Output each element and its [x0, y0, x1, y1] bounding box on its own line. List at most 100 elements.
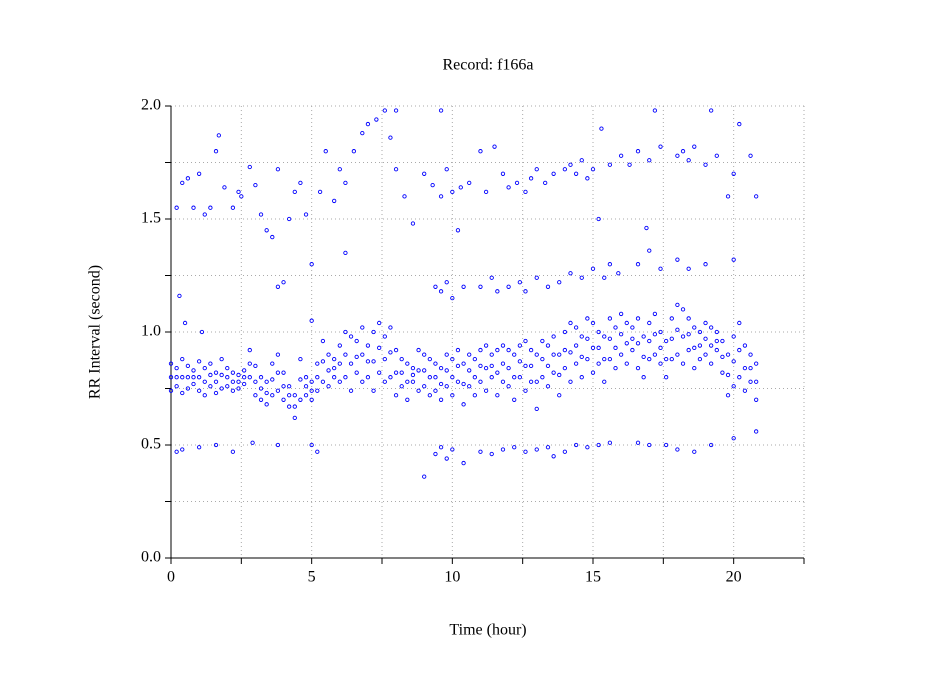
point — [703, 336, 708, 341]
point — [438, 289, 444, 294]
point — [168, 375, 174, 380]
point — [180, 356, 185, 362]
point — [303, 212, 309, 217]
point — [326, 384, 331, 389]
point — [177, 293, 182, 298]
point — [627, 162, 632, 167]
point — [236, 386, 241, 391]
point — [202, 212, 207, 217]
point — [590, 370, 596, 375]
x-tick-label: 5 — [308, 569, 316, 586]
point — [360, 379, 365, 384]
point — [630, 347, 635, 353]
point — [585, 445, 590, 450]
point — [731, 334, 736, 339]
point — [374, 117, 379, 122]
point — [455, 363, 461, 369]
point — [540, 338, 545, 344]
point — [275, 352, 281, 357]
point — [545, 445, 551, 450]
point — [596, 329, 601, 335]
point — [500, 171, 506, 176]
y-tick-label: 1.0 — [141, 323, 161, 340]
point — [528, 379, 534, 384]
point — [540, 375, 545, 380]
point — [517, 343, 523, 348]
point — [675, 153, 680, 158]
point — [351, 149, 357, 154]
point — [500, 361, 506, 366]
point — [309, 442, 314, 448]
point — [709, 108, 714, 113]
point — [275, 284, 281, 289]
point — [337, 343, 342, 348]
point — [748, 366, 753, 371]
point — [500, 343, 506, 348]
point — [725, 194, 731, 199]
point — [320, 379, 326, 384]
point — [635, 440, 641, 445]
point — [438, 194, 444, 199]
point — [461, 381, 466, 387]
point — [287, 384, 292, 389]
point — [618, 153, 624, 158]
point — [410, 372, 416, 378]
point — [174, 205, 179, 210]
point — [663, 338, 669, 344]
point — [742, 366, 748, 371]
point — [534, 406, 539, 411]
point — [647, 248, 652, 253]
point — [180, 447, 185, 452]
point — [219, 386, 224, 391]
point — [602, 356, 607, 362]
point — [669, 336, 674, 341]
point — [647, 356, 652, 362]
point — [472, 356, 477, 362]
point — [410, 366, 416, 371]
point — [647, 158, 652, 163]
point — [191, 205, 196, 210]
point — [489, 275, 494, 280]
point — [438, 445, 444, 450]
point — [393, 393, 399, 398]
point — [388, 375, 393, 380]
point — [585, 356, 590, 362]
point — [275, 370, 281, 375]
point — [669, 356, 674, 362]
point — [534, 352, 539, 357]
point — [703, 262, 708, 267]
point — [388, 325, 393, 330]
point — [433, 284, 438, 289]
point — [680, 307, 686, 312]
point — [692, 366, 697, 371]
chart-title: Record: f166a — [442, 57, 533, 74]
point — [298, 377, 303, 382]
point — [185, 386, 191, 391]
point — [168, 361, 174, 366]
point — [292, 189, 297, 195]
point — [202, 393, 207, 398]
point — [568, 320, 573, 326]
point — [174, 384, 179, 389]
point — [416, 347, 421, 353]
point — [258, 375, 264, 380]
point — [410, 379, 416, 384]
point — [174, 366, 179, 371]
point — [438, 397, 444, 402]
point — [303, 375, 309, 380]
point — [213, 149, 219, 154]
point — [675, 352, 680, 357]
point — [512, 397, 517, 402]
point — [458, 185, 463, 190]
point — [264, 379, 269, 384]
point — [557, 393, 562, 398]
point — [635, 149, 641, 154]
point — [180, 375, 185, 380]
point — [675, 327, 680, 332]
point — [433, 361, 438, 366]
point — [360, 325, 365, 330]
point — [236, 189, 241, 195]
point — [590, 320, 596, 326]
point — [506, 284, 511, 289]
point — [275, 442, 281, 448]
